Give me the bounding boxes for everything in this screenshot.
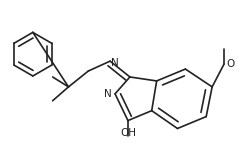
Text: N: N — [104, 89, 112, 99]
Text: N: N — [111, 58, 119, 68]
Text: OH: OH — [120, 128, 136, 138]
Text: O: O — [226, 59, 234, 69]
